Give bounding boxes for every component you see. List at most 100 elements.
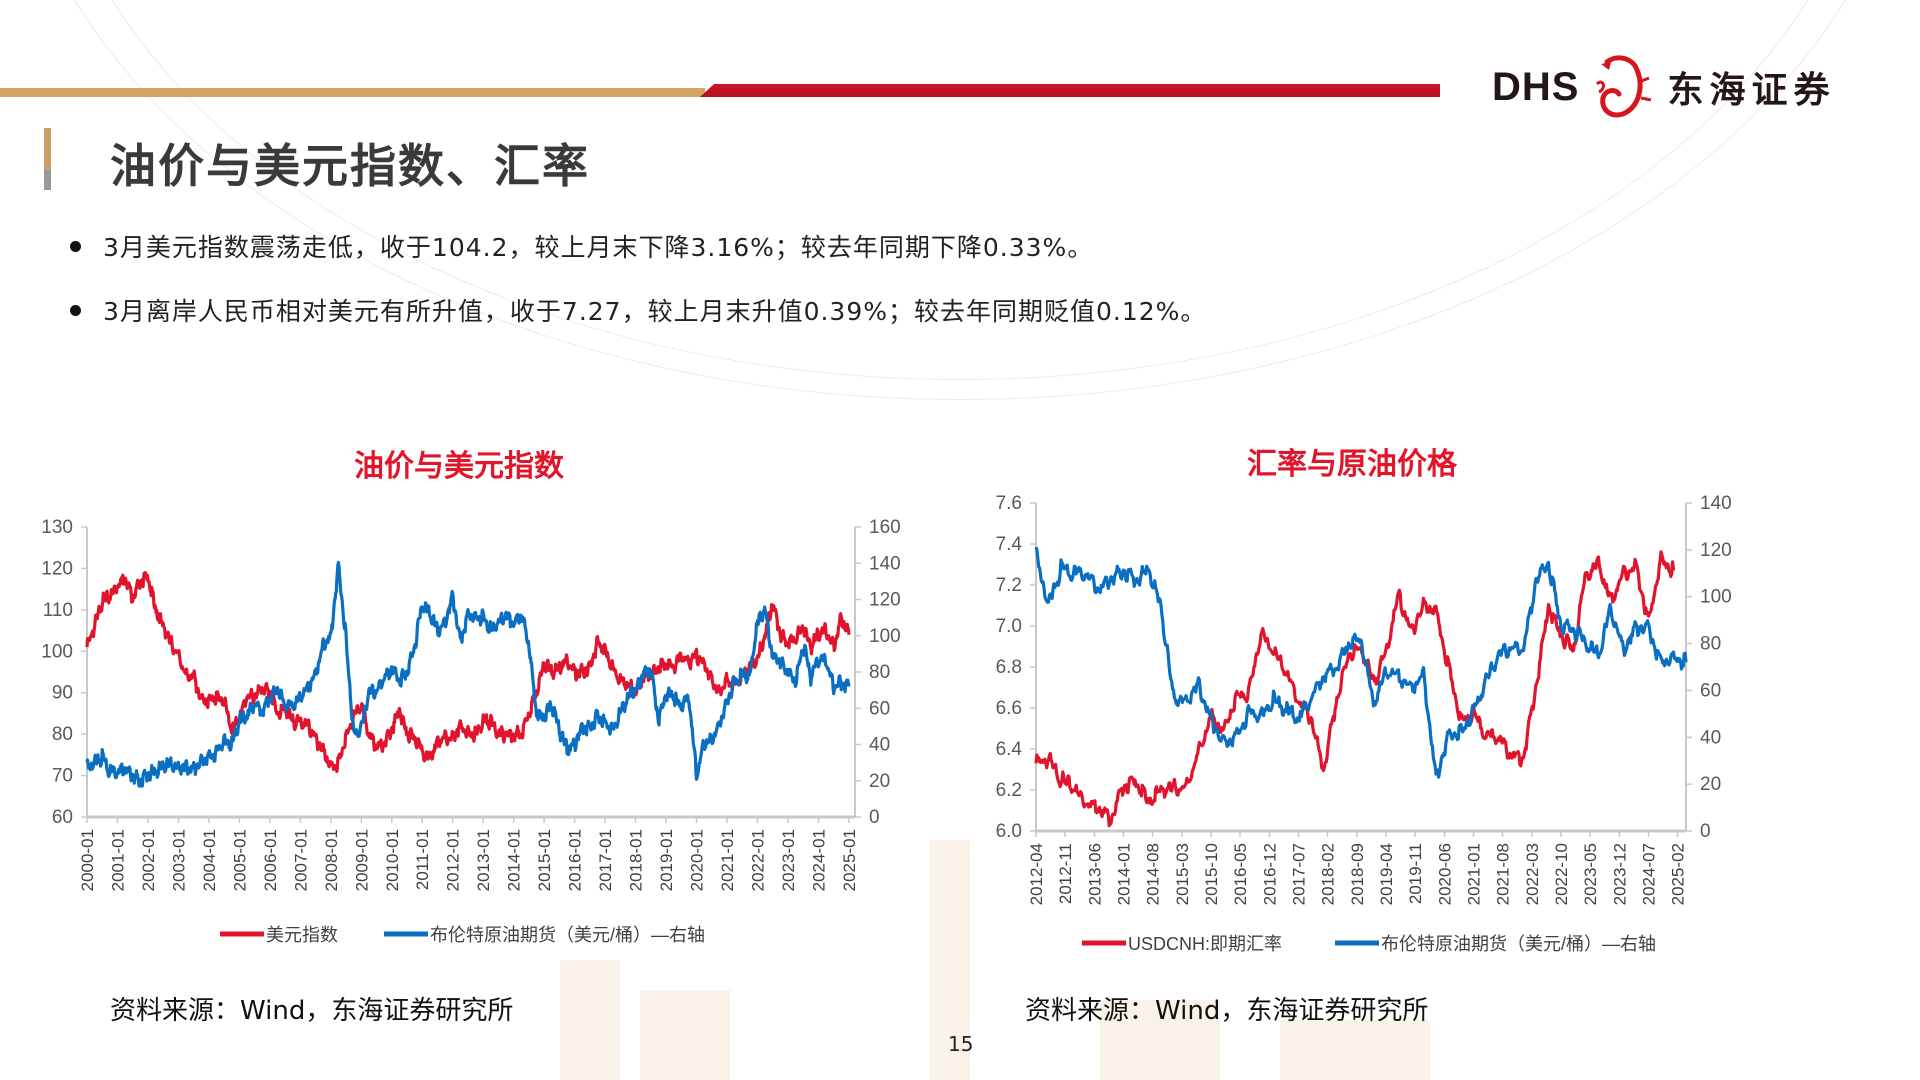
x-tick-label: 2012-01 [444,829,463,891]
right-y-tick-label: 0 [869,807,880,828]
left-y-tick-label: 7.4 [996,534,1023,555]
right-y-tick-label: 60 [869,698,890,719]
right-y-tick-label: 100 [869,626,901,647]
x-tick-label: 2016-12 [1261,843,1280,905]
x-tick-label: 2004-01 [200,829,219,891]
x-tick-label: 2008-01 [322,829,341,891]
x-tick-label: 2014-08 [1144,843,1163,905]
legend-label: USDCNH:即期汇率 [1128,934,1282,954]
x-tick-label: 2011-01 [413,829,432,890]
x-tick-label: 2024-01 [809,829,828,891]
right-y-tick-label: 120 [869,590,901,611]
x-tick-label: 2005-01 [230,829,249,891]
header-red-bar [700,84,1440,97]
x-tick-label: 2017-07 [1290,843,1309,905]
x-tick-label: 2014-01 [505,829,524,891]
right-y-tick-label: 80 [1700,634,1721,655]
bullet-text: 3月美元指数震荡走低，收于104.2，较上月末下降3.16%；较去年同期下降0.… [103,233,1094,262]
company-logo: DHS 东海证券 [1492,52,1835,122]
source-note-left: 资料来源：Wind，东海证券研究所 [110,996,514,1026]
skyline-decoration [640,990,730,1080]
right-y-tick-label: 40 [869,735,890,756]
left-y-tick-label: 60 [52,807,73,828]
x-tick-label: 2022-03 [1523,843,1542,905]
skyline-decoration [930,840,970,1080]
left-y-tick-label: 7.2 [996,575,1022,596]
x-tick-label: 2021-01 [718,829,737,891]
x-tick-label: 2015-03 [1173,843,1192,905]
series-line-blue [85,560,851,788]
left-y-tick-label: 100 [41,641,73,662]
left-y-tick-label: 120 [41,558,73,579]
x-tick-label: 2021-08 [1494,843,1513,905]
series-line-blue [1034,546,1688,779]
x-tick-label: 2022-10 [1552,843,1571,905]
chart-title-oil-dxy: 油价与美元指数 [354,449,564,484]
right-y-tick-label: 120 [1700,540,1732,561]
series-line-red [1034,550,1676,828]
bullet-dot-icon [70,240,81,252]
x-tick-label: 2018-02 [1319,843,1338,905]
x-tick-label: 2023-01 [779,829,798,891]
source-note-right: 资料来源：Wind，东海证券研究所 [1025,996,1429,1026]
page-number: 15 [948,1032,974,1056]
left-y-tick-label: 7.0 [996,616,1022,637]
left-y-tick-label: 6.2 [996,780,1022,801]
x-tick-label: 2019-04 [1377,843,1396,905]
bullet-item: 3月美元指数震荡走低，收于104.2，较上月末下降3.16%；较去年同期下降0.… [70,228,1093,264]
x-tick-label: 2023-12 [1611,843,1630,905]
right-y-tick-label: 0 [1700,821,1711,842]
x-tick-label: 2019-01 [657,829,676,891]
x-tick-label: 2019-11 [1406,843,1425,904]
x-tick-label: 2024-07 [1640,843,1659,905]
left-y-tick-label: 130 [41,517,73,538]
x-tick-label: 2002-01 [139,829,158,891]
x-tick-label: 2021-01 [1465,843,1484,905]
x-tick-label: 2022-01 [748,829,767,891]
x-tick-label: 2014-01 [1115,843,1134,905]
legend-label: 美元指数 [266,925,338,945]
skyline-decoration [1100,1000,1220,1080]
left-y-tick-label: 6.0 [996,821,1022,842]
x-tick-label: 2015-10 [1202,843,1221,905]
x-tick-label: 2015-01 [535,829,554,891]
right-y-tick-label: 60 [1700,680,1721,701]
x-tick-label: 2010-01 [383,829,402,891]
left-y-tick-label: 70 [52,766,73,787]
x-tick-label: 2013-01 [474,829,493,891]
x-tick-label: 2012-04 [1027,843,1046,905]
x-tick-label: 2003-01 [169,829,188,891]
left-y-tick-label: 80 [52,724,73,745]
logo-chinese: 东海证券 [1667,70,1836,111]
logo-latin: DHS [1492,64,1580,109]
right-y-tick-label: 140 [869,553,901,574]
x-tick-label: 2025-02 [1669,843,1688,905]
left-y-tick-label: 6.4 [996,739,1023,760]
bullet-item: 3月离岸人民币相对美元有所升值，收于7.27，较上月末升值0.39%；较去年同期… [70,292,1206,328]
page-title: 油价与美元指数、汇率 [110,139,590,193]
right-y-tick-label: 100 [1700,587,1732,608]
left-y-tick-label: 110 [43,600,73,621]
x-tick-label: 2018-09 [1348,843,1367,905]
right-y-tick-label: 20 [869,771,890,792]
x-tick-label: 2020-01 [688,829,707,891]
x-tick-label: 2025-01 [840,829,859,891]
legend-label: 布伦特原油期货（美元/桶）—右轴 [1381,934,1656,954]
bullet-text: 3月离岸人民币相对美元有所升值，收于7.27，较上月末升值0.39%；较去年同期… [103,297,1207,326]
x-tick-label: 2016-05 [1231,843,1250,905]
x-tick-label: 2009-01 [352,829,371,891]
skyline-decoration [1280,1020,1430,1080]
chart-title-fx-oil: 汇率与原油价格 [1247,447,1457,482]
x-tick-label: 2023-05 [1581,843,1600,905]
header-gold-bar [0,88,705,97]
bullet-dot-icon [70,304,81,316]
x-tick-label: 2007-01 [291,829,310,891]
left-y-tick-label: 90 [52,683,73,704]
title-accent-bar [44,128,51,190]
legend-label: 布伦特原油期货（美元/桶）—右轴 [430,925,705,945]
x-tick-label: 2000-01 [78,829,97,891]
right-y-tick-label: 140 [1700,493,1732,514]
oil-dxy-chart: 60 70 80 90 100 110 120 130 0 20 40 60 80 100 120 140 16… [41,517,901,945]
x-tick-label: 2001-01 [108,829,127,891]
right-y-tick-label: 160 [869,517,901,538]
